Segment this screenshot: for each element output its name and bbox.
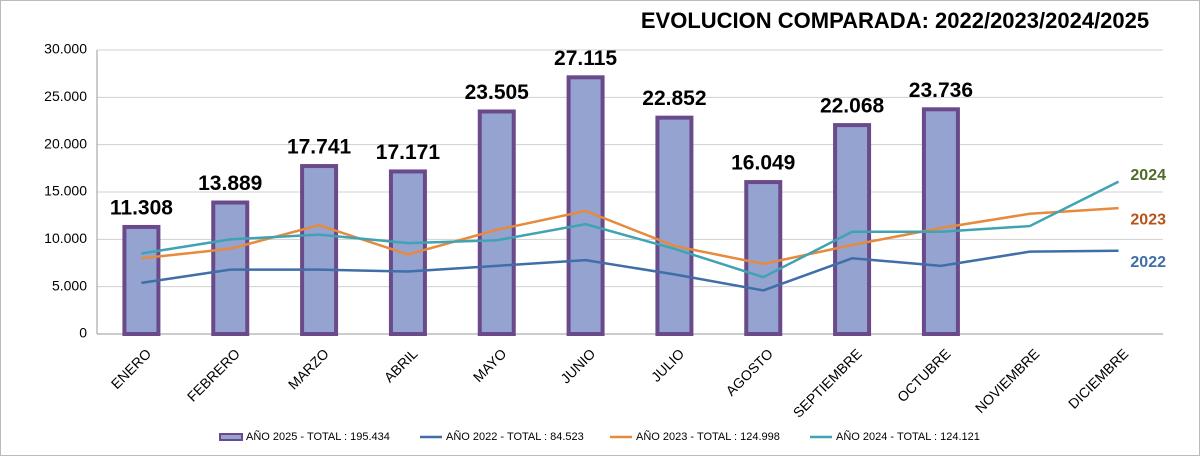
- bar: [211, 200, 250, 336]
- bar: [655, 115, 694, 336]
- chart-title: EVOLUCION COMPARADA: 2022/2023/2024/2025: [641, 8, 1149, 33]
- legend-label: AÑO 2022 - TOTAL : 84.523: [446, 430, 584, 443]
- value-label: 22.852: [642, 87, 706, 110]
- legend-swatch: [219, 433, 243, 441]
- value-label: 13.889: [198, 172, 262, 195]
- value-label: 23.736: [909, 79, 973, 102]
- value-label: 27.115: [554, 47, 617, 70]
- bar: [921, 107, 960, 337]
- line-series: [141, 249, 1119, 292]
- value-label: 16.049: [731, 152, 795, 175]
- bar: [744, 180, 783, 336]
- bar: [833, 123, 872, 336]
- y-tick-label: 30.000: [44, 41, 87, 57]
- series-end-label: 2023: [1130, 211, 1166, 228]
- y-tick-label: 10.000: [44, 230, 87, 246]
- value-label: 23.505: [465, 81, 530, 104]
- y-tick-label: 15.000: [44, 183, 87, 199]
- series-end-label: 2024: [1130, 167, 1166, 184]
- value-label: 17.741: [287, 136, 352, 159]
- y-tick-label: 5.000: [52, 277, 87, 293]
- legend-label: AÑO 2023 - TOTAL : 124.998: [636, 430, 780, 443]
- y-tick-label: 0: [79, 325, 87, 341]
- value-label: 22.068: [820, 95, 885, 118]
- line-series: [141, 180, 1120, 279]
- legend-label: AÑO 2024 - TOTAL : 124.121: [836, 430, 980, 443]
- line-series: [141, 206, 1119, 266]
- bar: [388, 169, 427, 336]
- value-label: 11.308: [110, 196, 173, 219]
- bar: [566, 75, 605, 336]
- y-tick-label: 25.000: [44, 88, 87, 104]
- y-tick-label: 20.000: [44, 135, 87, 151]
- bar: [477, 109, 516, 336]
- bar: [300, 164, 339, 336]
- value-label: 17.171: [376, 141, 441, 164]
- series-end-label: 2022: [1130, 254, 1166, 271]
- legend-label: AÑO 2025 - TOTAL : 195.434: [246, 430, 390, 443]
